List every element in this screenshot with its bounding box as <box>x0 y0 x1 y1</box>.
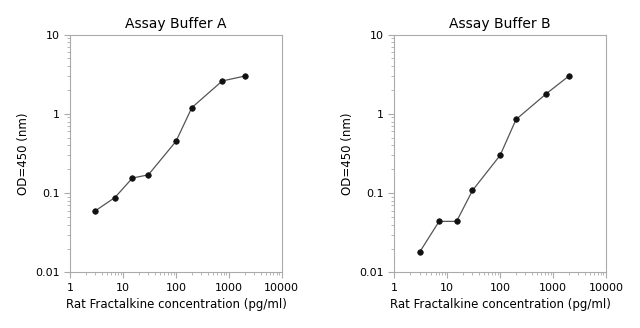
Title: Assay Buffer B: Assay Buffer B <box>449 17 551 31</box>
X-axis label: Rat Fractalkine concentration (pg/ml): Rat Fractalkine concentration (pg/ml) <box>65 298 287 311</box>
Y-axis label: OD=450 (nm): OD=450 (nm) <box>17 112 29 195</box>
X-axis label: Rat Fractalkine concentration (pg/ml): Rat Fractalkine concentration (pg/ml) <box>390 298 611 311</box>
Y-axis label: OD=450 (nm): OD=450 (nm) <box>341 112 354 195</box>
Title: Assay Buffer A: Assay Buffer A <box>125 17 227 31</box>
